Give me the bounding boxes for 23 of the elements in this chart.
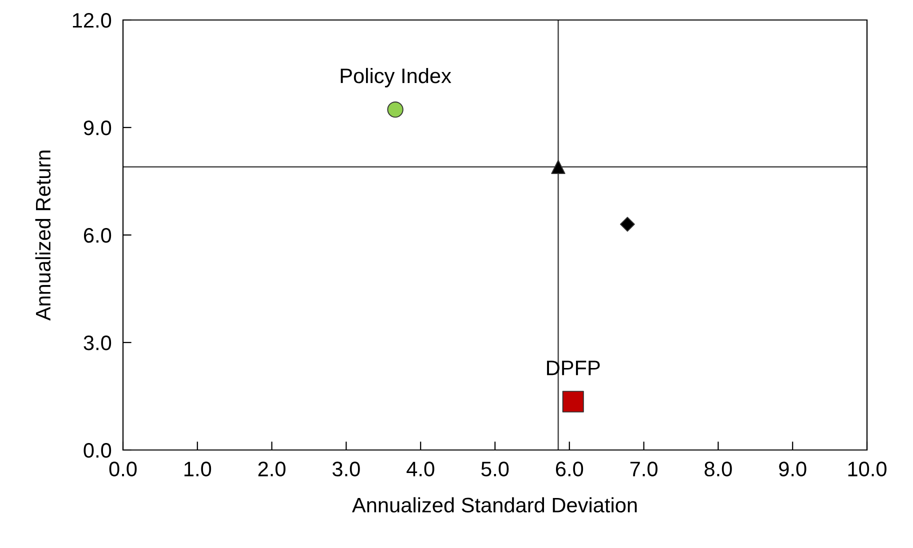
y-tick-label: 12.0	[72, 13, 112, 28]
x-tick-label: 6.0	[556, 462, 584, 476]
y-tick-label: 0.0	[84, 443, 112, 458]
x-tick-label: 4.0	[406, 462, 434, 476]
y-tick-label: 9.0	[84, 120, 112, 136]
x-tick-label: 8.0	[704, 462, 732, 476]
x-tick-label: 2.0	[258, 462, 286, 476]
point	[562, 390, 584, 412]
x-tick-label: 1.0	[184, 462, 212, 476]
x-tick-label: 9.0	[779, 462, 806, 476]
y-tick-label: 6.0	[84, 228, 112, 243]
x-tick-label: 7.0	[630, 462, 658, 476]
x-axis-title: Annualized Standard Deviation	[352, 497, 637, 512]
point	[620, 216, 635, 232]
y-tick-label: 3.0	[84, 336, 112, 350]
x-tick-label: 0.0	[109, 462, 137, 476]
x-tick-label: 10.0	[848, 462, 886, 476]
point	[551, 160, 566, 174]
series-label: Policy Index	[340, 68, 452, 88]
y-axis-title: Annualized Return	[35, 150, 51, 321]
x-tick-label: 5.0	[481, 462, 509, 476]
x-tick-label: 3.0	[332, 462, 360, 476]
point	[387, 101, 404, 118]
